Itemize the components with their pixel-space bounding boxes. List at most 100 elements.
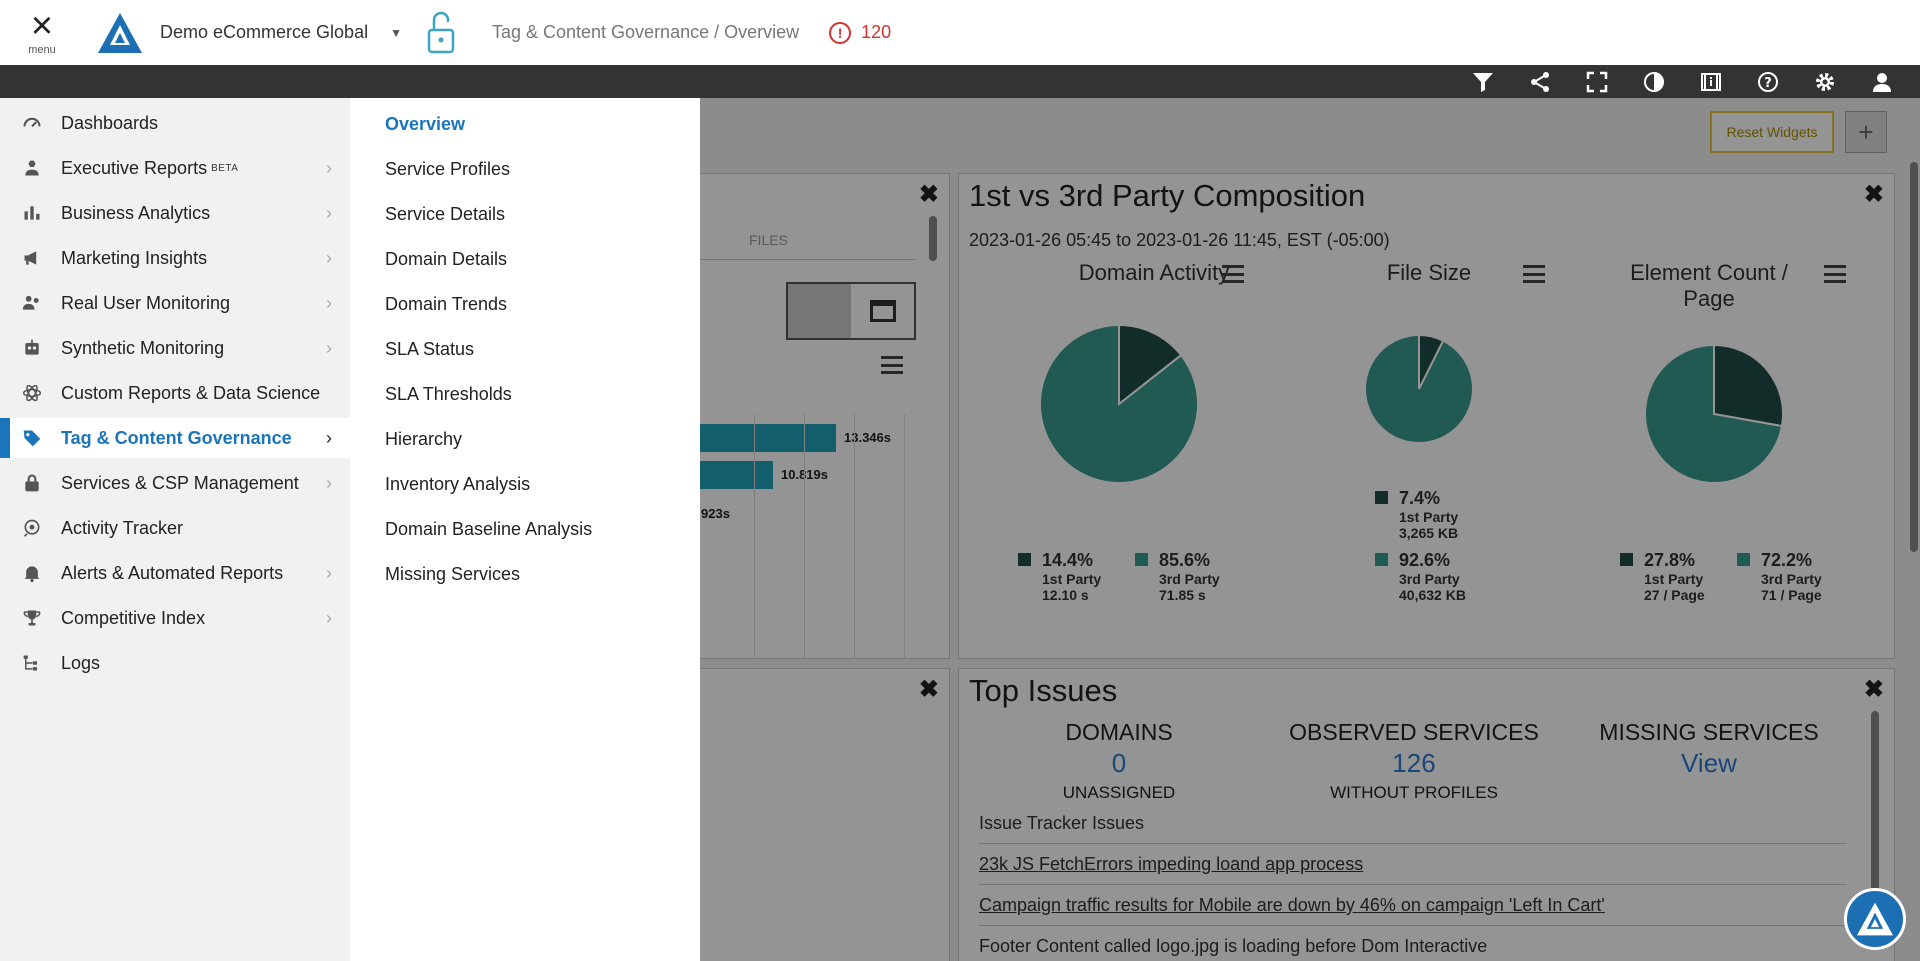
robot-icon xyxy=(21,337,43,359)
submenu-item-domain-baseline-analysis[interactable]: Domain Baseline Analysis xyxy=(385,519,593,539)
pie-slice-3rd-party[interactable] xyxy=(1039,324,1199,484)
users-icon xyxy=(21,292,43,314)
missing-services-stat: MISSING SERVICES View xyxy=(1599,719,1819,778)
sidebar-item-logs[interactable]: Logs xyxy=(0,643,350,683)
menu-close-button[interactable]: × menu xyxy=(0,0,84,65)
issue-tracker-header: Issue Tracker Issues xyxy=(979,805,1847,844)
close-widget-icon[interactable]: ✖ xyxy=(1863,181,1884,208)
tag-icon xyxy=(21,427,43,449)
sidebar-item-label: Business Analytics xyxy=(61,202,211,223)
submenu-item-service-details[interactable]: Service Details xyxy=(385,204,506,224)
sidebar-item-dashboards[interactable]: Dashboards xyxy=(0,103,350,143)
chevron-down-icon[interactable]: ▼ xyxy=(390,25,402,40)
submenu-item-domain-details[interactable]: Domain Details xyxy=(385,249,508,269)
pie-title: Domain Activity xyxy=(1078,260,1230,285)
pie-slice-3rd-party[interactable] xyxy=(1364,334,1474,444)
pie-slice-3rd-party[interactable] xyxy=(1644,344,1784,484)
sidebar-item-label: Marketing Insights xyxy=(61,247,208,268)
missing-services-view-link[interactable]: View xyxy=(1681,748,1737,778)
fullscreen-icon[interactable] xyxy=(1568,65,1625,98)
sidebar-item-marketing-insights[interactable]: Marketing Insights › xyxy=(0,238,350,278)
sidebar-item-tag-content-governance[interactable]: Tag & Content Governance › xyxy=(0,418,350,458)
chart-menu-icon[interactable] xyxy=(1523,265,1545,283)
sidebar-item-label: Dashboards xyxy=(61,112,159,133)
table-view-button[interactable] xyxy=(851,284,914,338)
unlock-icon[interactable] xyxy=(424,10,458,56)
close-widget-icon[interactable]: ✖ xyxy=(918,181,939,208)
sidebar-item-activity-tracker[interactable]: Activity Tracker xyxy=(0,508,350,548)
tab-files[interactable]: FILES xyxy=(749,232,788,248)
widget-scrollbar[interactable] xyxy=(1871,711,1879,911)
sidebar-item-label: Synthetic Monitoring xyxy=(61,337,225,358)
sidebar-item-synthetic-monitoring[interactable]: Synthetic Monitoring › xyxy=(0,328,350,368)
info-panel-icon[interactable] xyxy=(1682,65,1739,98)
chevron-right-icon: › xyxy=(326,157,332,178)
chevron-right-icon: › xyxy=(326,337,332,358)
bar-label: 923s xyxy=(701,506,730,521)
help-icon[interactable]: ? xyxy=(1739,65,1796,98)
sidebar-item-label: Alerts & Automated Reports xyxy=(61,562,284,583)
add-widget-button[interactable]: + xyxy=(1845,111,1887,153)
sidebar-item-alerts-automated-reports[interactable]: Alerts & Automated Reports › xyxy=(0,553,350,593)
assistant-button[interactable] xyxy=(1844,888,1906,950)
chart-menu-icon[interactable] xyxy=(1824,265,1846,283)
submenu-item-overview[interactable]: Overview xyxy=(385,114,466,134)
observed-services-count[interactable]: 126 xyxy=(1392,748,1436,778)
sidebar-item-services-csp-management[interactable]: Services & CSP Management › xyxy=(0,463,350,503)
sidebar-nav: Dashboards Executive Reports BETA › Business… xyxy=(0,98,350,961)
submenu-item-hierarchy[interactable]: Hierarchy xyxy=(385,429,463,449)
legend-swatch xyxy=(1620,553,1633,566)
account-name[interactable]: Demo eCommerce Global xyxy=(160,22,369,42)
widget-menu-icon[interactable] xyxy=(881,356,903,374)
settings-icon[interactable] xyxy=(1796,65,1853,98)
top-header: × menu Demo eCommerce Global ▼ Tag & Con… xyxy=(0,0,1920,65)
tab-divider xyxy=(561,259,916,260)
domains-count[interactable]: 0 xyxy=(1111,748,1127,778)
element-count-pie xyxy=(1644,344,1784,484)
legend-swatch xyxy=(1737,553,1750,566)
megaphone-icon xyxy=(21,247,43,269)
chevron-right-icon: › xyxy=(326,247,332,268)
issue-link[interactable]: Campaign traffic results for Mobile are … xyxy=(979,887,1847,926)
pie-slice-1st-party[interactable] xyxy=(1118,324,1183,407)
widget-scrollbar[interactable] xyxy=(929,216,937,261)
submenu-item-domain-trends[interactable]: Domain Trends xyxy=(385,294,508,314)
sidebar-item-competitive-index[interactable]: Competitive Index › xyxy=(0,598,350,638)
sidebar-item-real-user-monitoring[interactable]: Real User Monitoring › xyxy=(0,283,350,323)
page-scrollbar[interactable] xyxy=(1910,162,1918,552)
sidebar-item-executive-reports[interactable]: Executive Reports BETA › xyxy=(0,148,350,188)
contrast-icon[interactable] xyxy=(1625,65,1682,98)
submenu-item-inventory-analysis[interactable]: Inventory Analysis xyxy=(385,474,531,494)
issue-link[interactable]: Footer Content called logo.jpg is loadin… xyxy=(979,928,1847,961)
sidebar-item-business-analytics[interactable]: Business Analytics › xyxy=(0,193,350,233)
alert-icon[interactable]: ! xyxy=(829,21,852,44)
sidebar-item-custom-reports-data-science[interactable]: Custom Reports & Data Science xyxy=(0,373,350,413)
waterfall-view-button[interactable] xyxy=(788,284,851,338)
close-icon: × xyxy=(30,4,54,47)
share-icon[interactable] xyxy=(1511,65,1568,98)
tracker-icon xyxy=(21,517,43,539)
issue-link[interactable]: 23k JS FetchErrors impeding loand app pr… xyxy=(979,846,1847,885)
user-icon[interactable] xyxy=(1853,65,1910,98)
top-issues-widget: Top Issues ✖ DOMAINS 0 UNASSIGNED OBSERV… xyxy=(958,668,1895,961)
alert-count[interactable]: 120 xyxy=(861,22,892,42)
submenu-item-missing-services[interactable]: Missing Services xyxy=(385,564,521,584)
close-widget-icon[interactable]: ✖ xyxy=(1863,676,1884,703)
bell-icon xyxy=(21,562,43,584)
close-widget-icon[interactable]: ✖ xyxy=(918,676,939,703)
menu-label: menu xyxy=(28,43,56,56)
global-toolbar: ? xyxy=(0,65,1920,98)
chevron-right-icon: › xyxy=(326,607,332,628)
app-logo[interactable] xyxy=(96,11,144,55)
submenu-item-sla-status[interactable]: SLA Status xyxy=(385,339,475,359)
reset-widgets-button[interactable]: Reset Widgets xyxy=(1710,111,1834,153)
submenu-item-service-profiles[interactable]: Service Profiles xyxy=(385,159,511,179)
date-range: 2023-01-26 05:45 to 2023-01-26 11:45, ES… xyxy=(969,230,1390,250)
chart-menu-icon[interactable] xyxy=(1222,265,1244,283)
pie-slice-1st-party[interactable] xyxy=(1713,344,1784,428)
domains-stat: DOMAINS 0 UNASSIGNED xyxy=(1029,719,1209,803)
submenu-item-sla-thresholds[interactable]: SLA Thresholds xyxy=(385,384,512,404)
widget-title: 1st vs 3rd Party Composition xyxy=(969,178,1366,213)
svg-text:?: ? xyxy=(1764,76,1772,91)
filter-icon[interactable] xyxy=(1454,65,1511,98)
